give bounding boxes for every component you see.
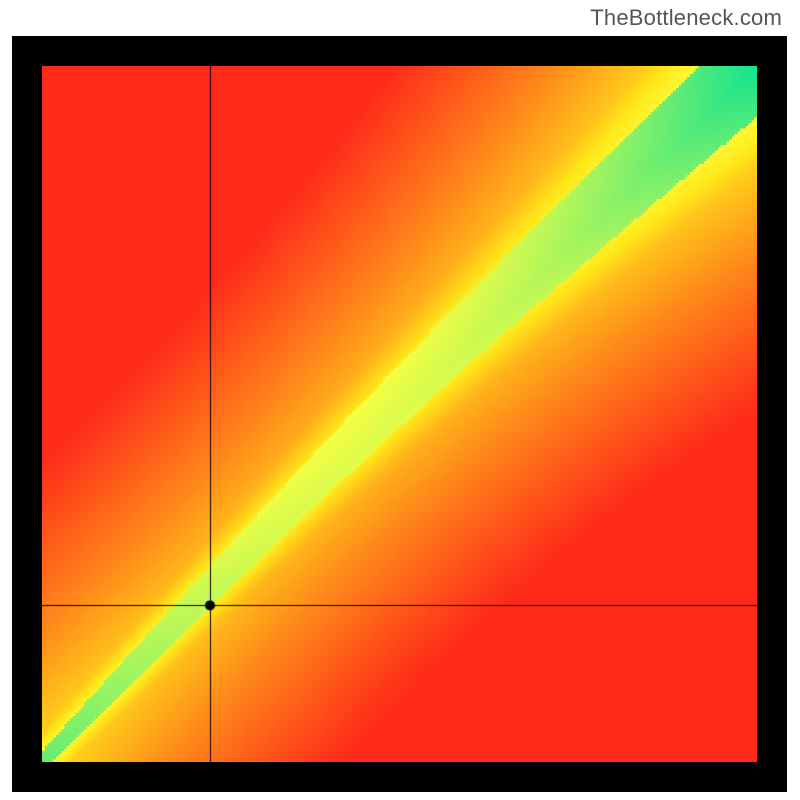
plot-area: [42, 66, 757, 762]
chart-container: TheBottleneck.com: [0, 0, 800, 800]
overlay-canvas: [42, 66, 757, 762]
plot-frame: [12, 36, 787, 792]
watermark-text: TheBottleneck.com: [590, 5, 782, 31]
